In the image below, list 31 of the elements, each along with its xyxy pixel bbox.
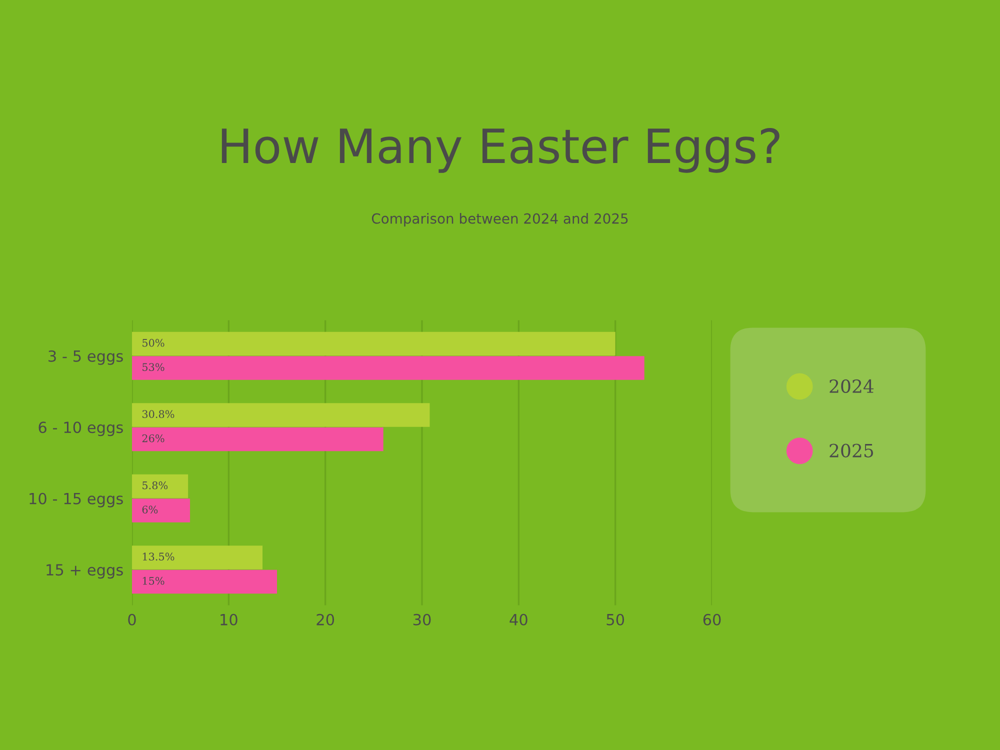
y-tick-label: 10 - 15 eggs (30, 492, 123, 508)
x-tick-label: 30 (413, 614, 431, 626)
x-tick-label: 0 (128, 614, 136, 626)
data-label: 13.5% (142, 552, 174, 561)
data-label: 5.8% (142, 481, 168, 490)
data-label: 6% (142, 506, 158, 514)
y-tick-label: 6 - 10 eggs (38, 422, 123, 436)
legend-label: 2025 (830, 444, 874, 458)
y-tick-label: 15 + eggs (46, 564, 123, 579)
x-tick-label: 60 (703, 614, 721, 626)
y-tick-label: 3 - 5 eggs (48, 350, 123, 365)
chart-title: How Many Easter Eggs? (222, 128, 780, 173)
x-tick-label: 50 (606, 614, 624, 626)
data-label: 15% (142, 576, 164, 585)
x-tick-label: 10 (220, 614, 238, 626)
data-label: 30.8% (142, 410, 174, 418)
legend-label: 2024 (830, 379, 874, 394)
bar (132, 546, 262, 570)
bar (132, 356, 644, 380)
x-tick-label: 20 (316, 614, 334, 626)
data-label: 50% (142, 338, 164, 347)
bar (132, 474, 188, 498)
bar (132, 403, 430, 427)
bar (132, 332, 616, 356)
data-label: 53% (142, 363, 164, 372)
data-label: 26% (142, 434, 164, 442)
chart-subtitle: Comparison between 2024 and 2025 (372, 213, 628, 226)
bar (132, 498, 190, 522)
bar (132, 570, 277, 594)
bar (132, 427, 384, 452)
x-tick-label: 40 (510, 614, 528, 626)
